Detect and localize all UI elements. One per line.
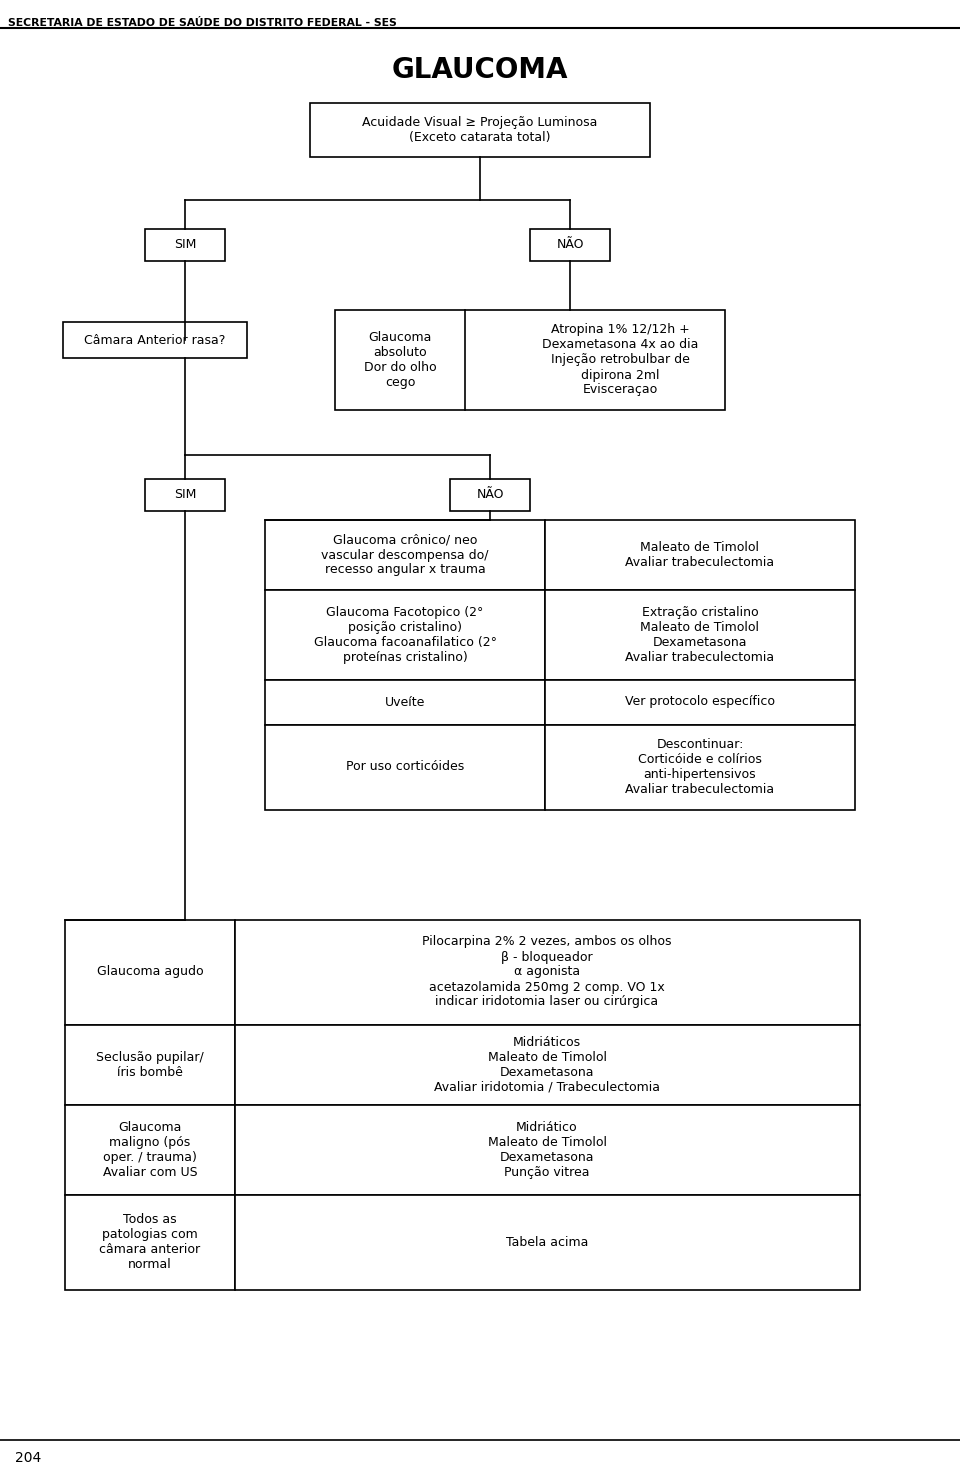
Text: NÃO: NÃO [556,239,584,252]
Bar [65,921,235,1025]
Bar [235,1195,860,1290]
Bar [145,228,225,261]
Bar [235,1025,860,1105]
Text: Seclusão pupilar/
íris bombê: Seclusão pupilar/ íris bombê [96,1052,204,1080]
Text: Pilocarpina 2% 2 vezes, ambos os olhos
β - bloqueador
α agonista
acetazolamida 2: Pilocarpina 2% 2 vezes, ambos os olhos β… [422,935,672,1009]
Bar [545,725,855,810]
Text: Glaucoma agudo: Glaucoma agudo [97,965,204,978]
Bar [265,681,545,725]
Text: Todos as
patologias com
câmara anterior
normal: Todos as patologias com câmara anterior … [100,1212,201,1271]
Bar [450,479,530,511]
Text: Glaucoma Facotopico (2°
posição cristalino)
Glaucoma facoanafilatico (2°
proteín: Glaucoma Facotopico (2° posição cristali… [314,605,496,664]
Text: NÃO: NÃO [476,489,504,501]
Bar [65,1105,235,1195]
Text: Midriáticos
Maleato de Timolol
Dexametasona
Avaliar iridotomia / Trabeculectomia: Midriáticos Maleato de Timolol Dexametas… [434,1036,660,1094]
Bar [235,1105,860,1195]
Text: Descontinuar:
Corticóide e colírios
anti-hipertensivos
Avaliar trabeculectomia: Descontinuar: Corticóide e colírios anti… [625,738,775,795]
Text: Glaucoma
maligno (pós
oper. / trauma)
Avaliar com US: Glaucoma maligno (pós oper. / trauma) Av… [103,1121,198,1178]
Text: Glaucoma
absoluto
Dor do olho
cego: Glaucoma absoluto Dor do olho cego [364,331,436,389]
Text: SIM: SIM [174,489,196,501]
Bar [65,1195,235,1290]
Bar [145,479,225,511]
Text: GLAUCOMA: GLAUCOMA [392,56,568,84]
Bar [545,591,855,681]
Text: Atropina 1% 12/12h +
Dexametasona 4x ao dia
Injeção retrobulbar de
dipirona 2ml
: Atropina 1% 12/12h + Dexametasona 4x ao … [541,324,698,396]
Bar [530,228,610,261]
Text: 204: 204 [15,1451,41,1466]
Text: Acuidade Visual ≥ Projeção Luminosa
(Exceto catarata total): Acuidade Visual ≥ Projeção Luminosa (Exc… [362,116,598,144]
Text: Câmara Anterior rasa?: Câmara Anterior rasa? [84,333,226,346]
Bar [65,1025,235,1105]
Text: Tabela acima: Tabela acima [506,1236,588,1249]
Text: Extração cristalino
Maleato de Timolol
Dexametasona
Avaliar trabeculectomia: Extração cristalino Maleato de Timolol D… [625,605,775,664]
Text: Por uso corticóides: Por uso corticóides [346,760,464,773]
Text: SECRETARIA DE ESTADO DE SAÚDE DO DISTRITO FEDERAL - SES: SECRETARIA DE ESTADO DE SAÚDE DO DISTRIT… [8,18,396,28]
Bar [265,520,545,591]
Bar [265,591,545,681]
Text: Ver protocolo específico: Ver protocolo específico [625,695,775,709]
Bar [265,725,545,810]
Bar [545,520,855,591]
Bar [235,921,860,1025]
Bar [335,309,725,409]
Bar [545,681,855,725]
Text: SIM: SIM [174,239,196,252]
Text: Glaucoma crônico/ neo
vascular descompensa do/
recesso angular x trauma: Glaucoma crônico/ neo vascular descompen… [322,533,489,576]
Text: Uveíte: Uveíte [385,695,425,709]
Bar [63,323,247,358]
Text: Maleato de Timolol
Avaliar trabeculectomia: Maleato de Timolol Avaliar trabeculectom… [625,541,775,569]
Text: Midriático
Maleato de Timolol
Dexametasona
Punção vitrea: Midriático Maleato de Timolol Dexametaso… [488,1121,607,1178]
Bar [310,103,650,158]
